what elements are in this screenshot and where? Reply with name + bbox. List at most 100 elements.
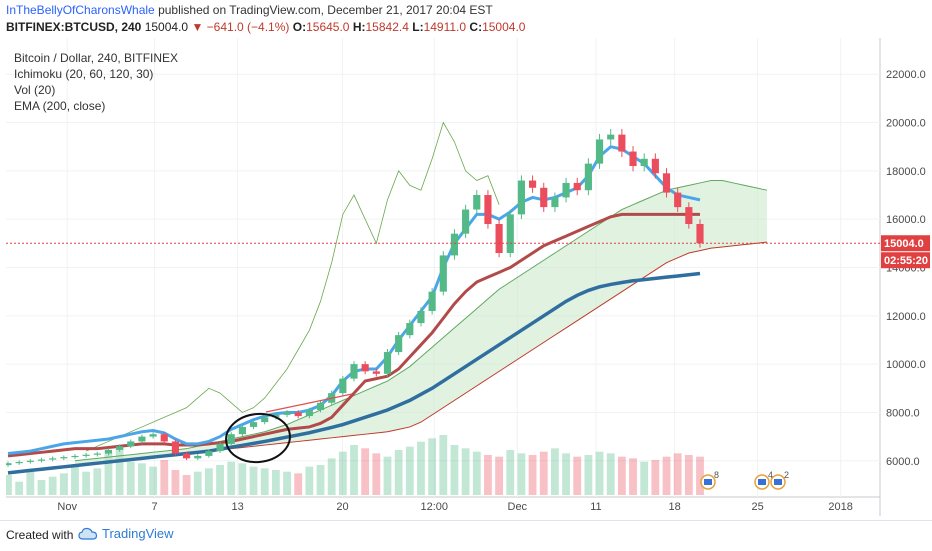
candle-body	[529, 180, 537, 188]
x-tick-label: 7	[152, 501, 158, 513]
symbol-label: BITFINEX:BTCUSD, 240	[6, 20, 142, 34]
volume-bar	[428, 438, 437, 495]
volume-bar	[361, 448, 370, 495]
volume-bar	[26, 470, 35, 495]
volume-bar	[59, 473, 68, 495]
symbol-quote-line: BITFINEX:BTCUSD, 240 15004.0 ▼ −641.0 (−…	[6, 20, 525, 34]
ichimoku-cloud	[74, 180, 767, 466]
candle-body	[71, 455, 79, 458]
flag-icon	[758, 479, 766, 485]
x-tick-label: 2018	[828, 501, 852, 513]
tradingview-brand[interactable]: TradingView	[78, 526, 174, 541]
volume-bar	[82, 471, 91, 495]
y-tick-label: 12000.0	[886, 311, 926, 323]
volume-bar	[673, 453, 682, 495]
volume-bar	[238, 463, 247, 495]
volume-bar	[394, 450, 403, 495]
candle-body	[116, 446, 124, 450]
candle-body	[272, 414, 280, 418]
volume-bar	[528, 455, 537, 495]
candle-body	[37, 459, 46, 461]
price-chart[interactable]: 6000.0 8000.0 10000.0 12000.0 14000.0 16000.0…	[6, 38, 930, 516]
event-count: 8	[714, 470, 719, 480]
volume-bar	[562, 453, 570, 495]
legend-symbol[interactable]: Bitcoin / Dollar, 240, BITFINEX	[14, 51, 179, 65]
candle-body	[383, 352, 392, 374]
y-tick-label: 18000.0	[886, 166, 926, 178]
volume-bar	[93, 468, 102, 495]
published-text: published on TradingView.com, December 2…	[158, 3, 493, 17]
volume-bar	[305, 466, 314, 495]
countdown-tag-label: 02:55:20	[884, 255, 928, 267]
candle-body	[395, 335, 403, 353]
candle-body	[551, 197, 559, 208]
volume-bar	[461, 448, 470, 495]
leading-span-a	[74, 180, 768, 462]
legend-ema[interactable]: EMA (200, close)	[14, 99, 106, 113]
volume-bar	[405, 446, 414, 495]
volume-bar	[495, 456, 504, 495]
created-with-label: Created with	[6, 528, 74, 542]
volume-bar	[584, 455, 593, 495]
drawn-trend-line	[265, 393, 353, 413]
candle-body	[696, 224, 704, 244]
candle-body	[316, 402, 325, 411]
volume-bar	[383, 456, 392, 495]
candle-body	[104, 449, 113, 454]
volume-bar	[171, 470, 180, 495]
volume-bar	[517, 453, 526, 495]
y-tick-label: 20000.0	[886, 118, 926, 130]
candle-body	[573, 182, 581, 191]
drawn-ellipse	[225, 412, 291, 464]
volume-bar	[327, 458, 336, 495]
volume-bar	[696, 456, 704, 495]
candle-body	[160, 434, 168, 442]
candle-body	[506, 214, 514, 254]
candle-body	[93, 453, 101, 455]
candle-body	[238, 426, 246, 435]
chart-canvas[interactable]: 6000.08000.010000.012000.014000.016000.0…	[6, 38, 930, 516]
volume-bar	[316, 465, 325, 495]
candle-body	[484, 195, 492, 225]
author-link[interactable]: InTheBellyOfCharonsWhale	[6, 3, 155, 17]
candle-body	[127, 441, 135, 447]
ema-200-line	[7, 271, 701, 475]
candle-body	[517, 180, 525, 215]
volume-bar	[684, 455, 693, 495]
candle-body	[662, 173, 671, 193]
candle-body	[540, 187, 548, 208]
x-tick-label: 18	[668, 501, 680, 513]
legend-volume[interactable]: Vol (20)	[14, 83, 56, 97]
candle-body	[629, 151, 637, 167]
event-badge: 4	[754, 470, 773, 490]
candle-body	[305, 410, 313, 417]
last-price-tag	[881, 235, 930, 252]
candle-body	[138, 436, 146, 442]
y-tick-label: 6000.0	[886, 456, 920, 468]
volume-bar	[662, 456, 671, 495]
event-count: 4	[768, 470, 773, 480]
volume-bar	[629, 458, 637, 495]
volume-bar	[37, 480, 46, 495]
event-badge: 8	[700, 470, 719, 490]
event-badge: 2	[770, 470, 789, 490]
flag-icon	[704, 479, 712, 485]
last-price-tag-label: 15004.0	[884, 238, 924, 250]
open-label: O:	[292, 20, 307, 34]
x-tick-label: 25	[752, 501, 764, 513]
volume-bar	[71, 465, 79, 495]
legend-ichimoku[interactable]: Ichimoku (20, 60, 120, 30)	[14, 67, 154, 81]
candle-body	[607, 134, 615, 140]
volume-bar	[472, 451, 481, 495]
candle-body	[595, 139, 604, 164]
footer-bar: Created with TradingView	[0, 520, 932, 551]
publish-line: InTheBellyOfCharonsWhale published on Tr…	[6, 3, 493, 17]
high-label: H:	[352, 20, 366, 34]
indicator-legend: Bitcoin / Dollar, 240, BITFINEX Ichimoku…	[14, 50, 178, 114]
candle-body	[640, 158, 648, 167]
flag-icon	[774, 479, 782, 485]
volume-bar	[48, 476, 57, 495]
lagging-span	[85, 121, 500, 452]
volume-bar	[640, 461, 649, 495]
volume-bar	[149, 466, 158, 495]
